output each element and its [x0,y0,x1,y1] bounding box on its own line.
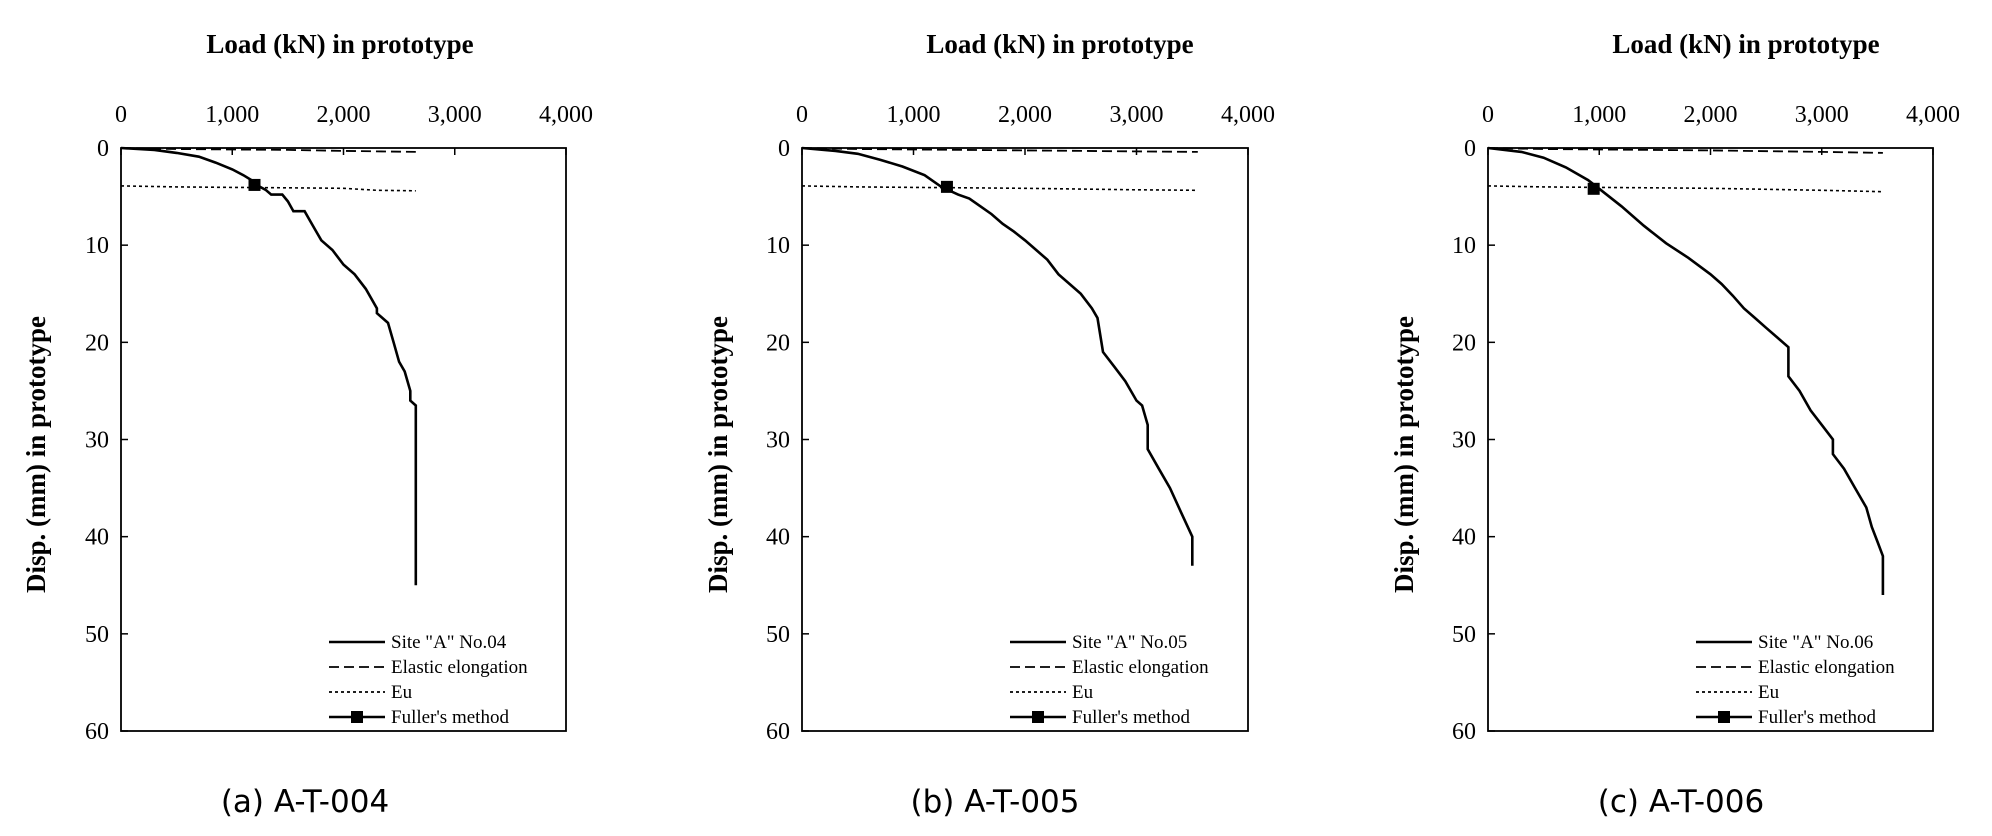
figure-caption: (c) A-T-006 [1598,784,1764,820]
y-axis-label: Disp. (mm) in prototype [21,316,51,593]
chart-title: Load (kN) in prototype [206,29,473,59]
x-tick-label: 1,000 [887,102,941,128]
x-tick-label: 2,000 [317,102,371,128]
legend-entry: Site "A" No.05 [1072,632,1187,653]
x-tick-label: 2,000 [1684,102,1738,128]
x-tick-label: 3,000 [1110,102,1164,128]
legend-entry: Site "A" No.04 [391,632,507,653]
figure-caption: (a) A-T-004 [221,784,389,820]
series-line-main [801,146,1194,566]
legend-entry: Eu [1758,682,1780,703]
y-tick-label: 50 [766,622,790,648]
y-tick-label: 60 [85,719,109,745]
series-line-eu [1487,185,1883,193]
y-tick-label: 30 [766,428,790,454]
legend-entry: Elastic elongation [1072,657,1209,678]
x-tick-label: 1,000 [1572,102,1626,128]
chart-title: Load (kN) in prototype [1612,29,1879,59]
series-fullers-method-marker [248,178,261,191]
series-line-elastic-elongation [120,147,416,153]
series-line-main [120,146,418,586]
y-tick-label: 50 [85,622,109,648]
series-line-eu [120,185,416,192]
x-tick-label: 2,000 [998,102,1052,128]
series-line-eu [801,185,1198,192]
y-tick-label: 20 [766,330,790,356]
y-tick-label: 20 [85,330,109,356]
series-line-elastic-elongation [1487,147,1883,154]
x-tick-label: 4,000 [539,102,593,128]
x-tick-label: 3,000 [1795,102,1849,128]
x-tick-label: 1,000 [205,102,259,128]
series-line-elastic-elongation [801,147,1198,153]
y-tick-label: 10 [1452,233,1476,259]
x-tick-label: 0 [115,102,127,128]
y-axis-label: Disp. (mm) in prototype [1389,316,1419,593]
y-tick-label: 60 [766,719,790,745]
legend-entry: Elastic elongation [391,657,528,678]
chart-panel-1: Load (kN) in prototype 0 1,000 2,000 3,000 4,… [21,29,593,820]
y-tick-label: 0 [1464,136,1476,162]
x-tick-label: 0 [1482,102,1494,128]
y-tick-label: 40 [85,525,109,551]
x-tick-label: 4,000 [1906,102,1960,128]
y-tick-label: 60 [1452,719,1476,745]
y-tick-label: 30 [1452,428,1476,454]
y-tick-label: 30 [85,428,109,454]
y-tick-label: 10 [766,233,790,259]
legend-entry: Fuller's method [391,707,509,728]
legend-marker [351,711,363,723]
series-fullers-method-marker [1587,182,1600,195]
y-axis-label: Disp. (mm) in prototype [703,316,733,593]
legend-entry: Elastic elongation [1758,657,1895,678]
y-tick-label: 40 [766,525,790,551]
legend-entry: Fuller's method [1758,707,1876,728]
x-tick-label: 0 [796,102,808,128]
x-tick-label: 3,000 [428,102,482,128]
chart-title: Load (kN) in prototype [926,29,1193,59]
y-tick-label: 20 [1452,330,1476,356]
series-fullers-method-marker [940,180,953,193]
legend-entry: Eu [391,682,413,703]
series-line-main [1487,146,1885,595]
y-tick-label: 0 [778,136,790,162]
chart-panel-2: Load (kN) in prototype 0 1,000 2,000 3,000 4,… [703,29,1275,820]
legend-marker [1032,711,1044,723]
figure-caption: (b) A-T-005 [910,784,1079,820]
y-tick-label: 0 [97,136,109,162]
y-tick-label: 50 [1452,622,1476,648]
x-tick-label: 4,000 [1221,102,1275,128]
legend-entry: Site "A" No.06 [1758,632,1873,653]
y-tick-label: 40 [1452,525,1476,551]
legend-entry: Fuller's method [1072,707,1190,728]
legend-entry: Eu [1072,682,1094,703]
y-tick-label: 10 [85,233,109,259]
legend-marker [1718,711,1730,723]
chart-panel-3: Load (kN) in prototype 0 1,000 2,000 3,000 4,… [1389,29,1960,820]
